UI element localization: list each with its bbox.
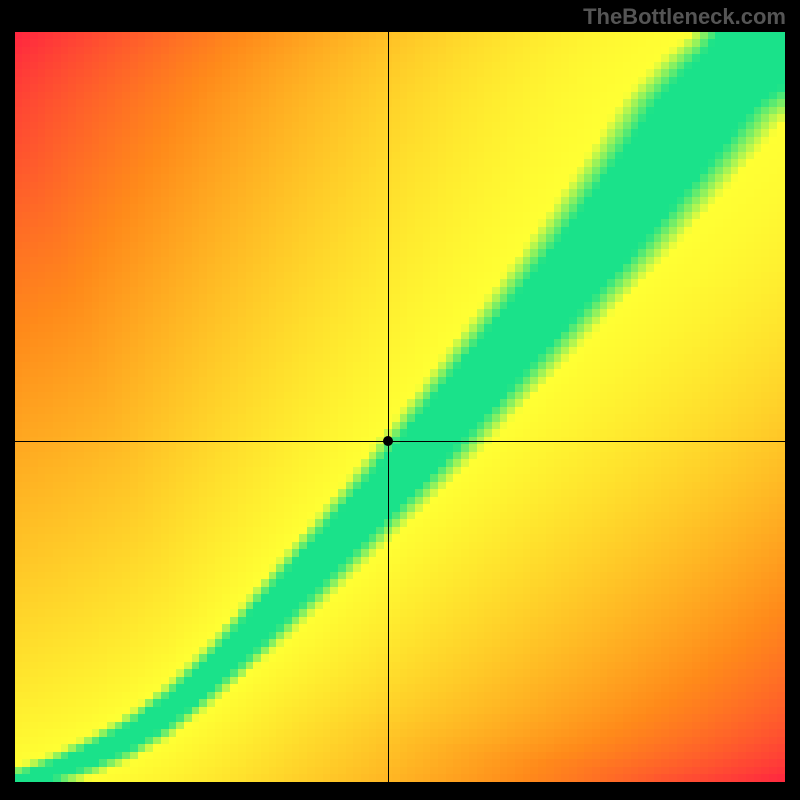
crosshair-vertical [388, 32, 389, 782]
crosshair-horizontal [15, 441, 785, 442]
watermark-text: TheBottleneck.com [583, 4, 786, 30]
plot-area [15, 32, 785, 782]
chart-container: TheBottleneck.com [0, 0, 800, 800]
crosshair-marker [383, 436, 393, 446]
heatmap-canvas [15, 32, 785, 782]
